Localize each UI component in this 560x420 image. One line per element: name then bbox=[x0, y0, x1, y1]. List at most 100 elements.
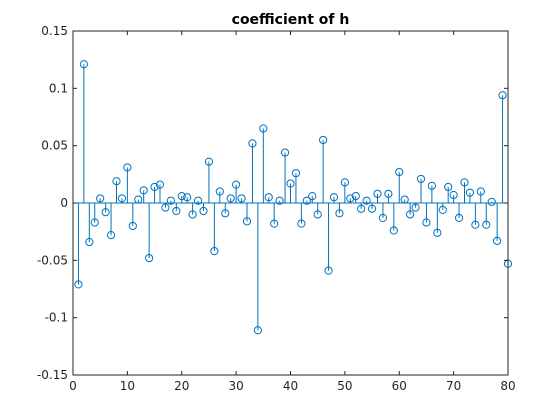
stem-marker bbox=[438, 205, 447, 214]
axis-tick-labels: 0 10 20 30 40 50 60 70 80 0.15 0.1 0.05 0 -0.05 -0.1 -0… bbox=[37, 24, 516, 393]
stem-marker bbox=[253, 326, 262, 335]
stem-marker bbox=[476, 187, 485, 196]
x-tick-label: 0 bbox=[69, 379, 77, 393]
stem-marker bbox=[155, 180, 165, 189]
stem-marker bbox=[286, 179, 295, 188]
stem-marker bbox=[346, 194, 355, 203]
stem-marker bbox=[340, 178, 349, 187]
stem-marker bbox=[123, 163, 132, 172]
stem-marker bbox=[313, 210, 322, 219]
y-tick-label: -0.1 bbox=[45, 311, 68, 325]
stem-marker bbox=[493, 236, 502, 245]
stem-marker bbox=[221, 209, 230, 218]
stem-marker bbox=[384, 189, 393, 198]
stem-marker bbox=[161, 203, 170, 212]
stem-marker bbox=[444, 182, 453, 192]
y-tick-label: 0.15 bbox=[41, 24, 68, 38]
stem-marker bbox=[210, 247, 219, 256]
stem-marker bbox=[259, 124, 268, 133]
stem-marker bbox=[433, 228, 442, 237]
stem-marker bbox=[324, 266, 333, 275]
stem-marker bbox=[449, 190, 458, 200]
stem-marker bbox=[427, 181, 436, 190]
stem-marker bbox=[85, 237, 94, 247]
stem-marker bbox=[378, 213, 388, 223]
stem-marker bbox=[406, 210, 415, 219]
axes-box bbox=[72, 30, 509, 376]
stem-marker bbox=[465, 188, 475, 197]
stem-marker bbox=[416, 174, 426, 184]
chart-title: coefficient of h bbox=[232, 12, 350, 28]
stem-marker bbox=[329, 193, 339, 202]
stem-series bbox=[73, 60, 513, 335]
y-tick-label: 0 bbox=[60, 196, 68, 210]
stem-marker bbox=[101, 208, 110, 217]
stem-marker bbox=[367, 204, 377, 213]
stem-marker bbox=[172, 206, 181, 216]
stem-marker bbox=[237, 194, 246, 203]
stem-marker bbox=[264, 193, 273, 202]
stem-marker bbox=[199, 206, 208, 216]
stem-marker bbox=[166, 196, 175, 205]
y-tick-label: -0.05 bbox=[37, 253, 68, 267]
stem-marker bbox=[215, 187, 224, 196]
x-tick-label: 70 bbox=[446, 379, 461, 393]
stem-marker bbox=[248, 139, 257, 148]
stem-marker bbox=[308, 192, 317, 201]
stem-marker bbox=[297, 219, 306, 228]
stem-marker bbox=[275, 196, 284, 205]
x-tick-label: 60 bbox=[392, 379, 407, 393]
stem-marker bbox=[335, 209, 344, 218]
stem-marker bbox=[193, 196, 203, 205]
stem-marker bbox=[96, 194, 105, 203]
stem-marker bbox=[226, 194, 235, 203]
stem-marker bbox=[270, 219, 279, 228]
stem-marker bbox=[90, 218, 99, 227]
stem-marker bbox=[128, 221, 137, 231]
stem-marker bbox=[460, 178, 469, 187]
y-tick-label: 0.1 bbox=[49, 81, 68, 95]
stem-marker bbox=[351, 192, 360, 201]
y-tick-label: 0.05 bbox=[41, 139, 68, 153]
stem-marker bbox=[319, 135, 328, 145]
stem-marker bbox=[395, 167, 404, 177]
x-tick-label: 30 bbox=[228, 379, 243, 393]
stem-marker bbox=[498, 91, 507, 100]
stem-marker bbox=[291, 169, 301, 178]
stem-marker bbox=[112, 177, 121, 186]
stem-marker bbox=[362, 196, 371, 205]
stem-marker bbox=[74, 280, 83, 289]
stem-marker bbox=[482, 220, 491, 229]
stem-marker bbox=[471, 220, 480, 229]
stem-marker bbox=[373, 189, 382, 198]
stem-marker bbox=[204, 157, 214, 166]
x-tick-label: 10 bbox=[120, 379, 135, 393]
stem-marker bbox=[357, 204, 366, 213]
stem-marker bbox=[400, 195, 409, 204]
stem-marker bbox=[183, 193, 192, 202]
stem-marker bbox=[106, 231, 116, 240]
stem-marker bbox=[188, 210, 197, 219]
x-tick-label: 20 bbox=[174, 379, 189, 393]
x-tick-label: 50 bbox=[337, 379, 352, 393]
x-tick-label: 80 bbox=[500, 379, 515, 393]
stem-marker bbox=[79, 60, 88, 69]
stem-marker bbox=[487, 197, 496, 206]
stem-marker bbox=[150, 182, 159, 192]
stem-marker bbox=[422, 218, 431, 227]
stem-marker bbox=[177, 192, 186, 201]
stem-marker bbox=[145, 253, 154, 263]
stem-marker bbox=[117, 194, 127, 203]
stem-marker bbox=[411, 203, 420, 212]
stem-marker bbox=[454, 213, 464, 223]
stem-marker bbox=[280, 148, 290, 157]
stem-marker bbox=[139, 186, 148, 195]
stem-marker bbox=[389, 226, 398, 235]
stem-marker bbox=[232, 180, 241, 189]
y-tick-label: -0.15 bbox=[37, 368, 68, 382]
stem-marker bbox=[302, 196, 311, 205]
stem-marker bbox=[242, 217, 252, 226]
stem-marker bbox=[134, 195, 143, 204]
x-tick-label: 40 bbox=[283, 379, 298, 393]
